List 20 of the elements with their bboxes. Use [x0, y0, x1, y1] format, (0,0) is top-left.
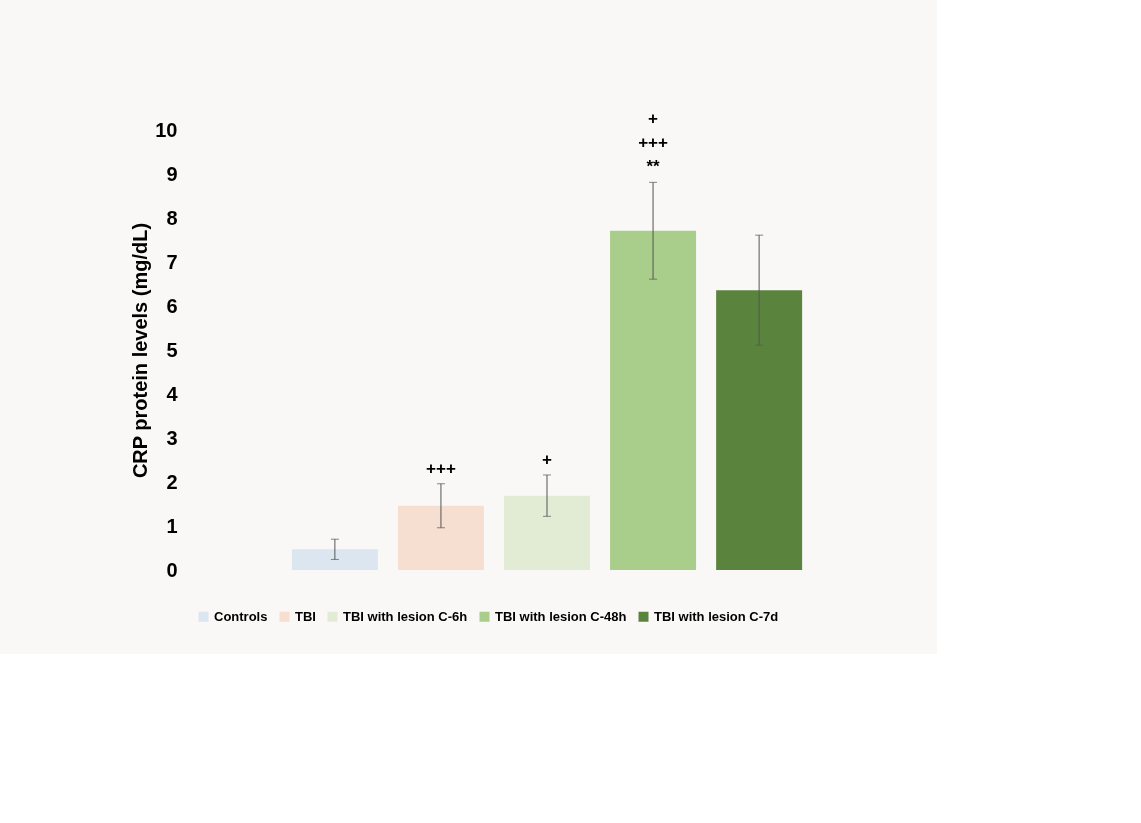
data-label: +: [542, 449, 553, 469]
y-tick-label: 0: [166, 558, 178, 581]
data-label: +++: [426, 458, 456, 478]
legend-label: TBI: [295, 608, 316, 624]
y-tick-label: 5: [166, 338, 178, 361]
data-label: + +++ **: [638, 109, 669, 177]
y-tick-label: 6: [166, 294, 178, 317]
legend-label: Controls: [214, 608, 268, 624]
legend-label: TBI with lesion C-48h: [495, 608, 627, 624]
y-tick-label: 1: [166, 514, 178, 537]
y-tick-label: 10: [155, 118, 178, 141]
y-tick-label: 9: [166, 162, 178, 185]
y-tick-label: 3: [166, 426, 178, 449]
y-tick-label: 4: [166, 382, 179, 405]
legend-label: TBI with lesion C-6h: [343, 608, 468, 624]
legend-label: TBI with lesion C-7d: [654, 608, 779, 624]
y-axis-title: CRP protein levels (mg/dL): [129, 222, 152, 479]
y-tick-label: 8: [166, 206, 178, 229]
y-tick-label: 7: [166, 250, 178, 273]
y-tick-label: 2: [166, 470, 178, 493]
